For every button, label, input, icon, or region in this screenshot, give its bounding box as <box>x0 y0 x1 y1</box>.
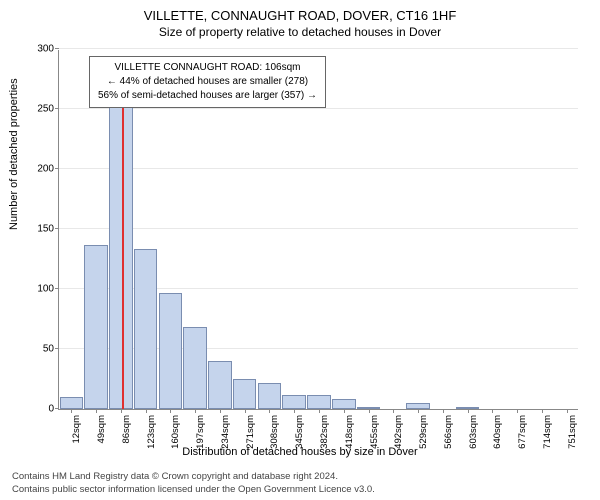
x-tick-mark <box>220 409 221 413</box>
histogram-bar <box>183 327 207 409</box>
y-tick-mark <box>55 408 59 409</box>
x-tick-mark <box>170 409 171 413</box>
x-tick-label: 751sqm <box>567 415 578 449</box>
chart-plot-area: 05010015020025030012sqm49sqm86sqm123sqm1… <box>58 50 578 410</box>
histogram-bar <box>233 379 257 409</box>
x-tick-mark <box>443 409 444 413</box>
y-tick-label: 50 <box>43 344 59 355</box>
y-tick-label: 200 <box>37 164 59 175</box>
histogram-bar <box>282 395 306 409</box>
histogram-bar <box>109 107 133 409</box>
x-tick-label: 86sqm <box>121 415 132 444</box>
x-tick-label: 160sqm <box>170 415 181 449</box>
histogram-bar <box>208 361 232 409</box>
info-line-3: 56% of semi-detached houses are larger (… <box>98 89 317 103</box>
x-tick-label: 418sqm <box>344 415 355 449</box>
x-tick-label: 382sqm <box>319 415 330 449</box>
y-tick-label: 300 <box>37 44 59 55</box>
y-tick-mark <box>55 288 59 289</box>
x-tick-mark <box>468 409 469 413</box>
x-tick-mark <box>319 409 320 413</box>
x-tick-mark <box>195 409 196 413</box>
x-tick-label: 529sqm <box>418 415 429 449</box>
x-tick-mark <box>542 409 543 413</box>
page-subtitle: Size of property relative to detached ho… <box>0 23 600 43</box>
gridline <box>59 48 578 49</box>
x-tick-label: 123sqm <box>146 415 157 449</box>
x-tick-label: 234sqm <box>220 415 231 449</box>
x-tick-label: 603sqm <box>468 415 479 449</box>
y-tick-label: 150 <box>37 224 59 235</box>
x-tick-mark <box>71 409 72 413</box>
x-tick-label: 308sqm <box>269 415 280 449</box>
x-tick-label: 640sqm <box>492 415 503 449</box>
x-tick-label: 677sqm <box>517 415 528 449</box>
x-tick-label: 12sqm <box>71 415 82 444</box>
histogram-bar <box>134 249 158 409</box>
x-tick-label: 271sqm <box>245 415 256 449</box>
property-info-box: VILLETTE CONNAUGHT ROAD: 106sqm← 44% of … <box>89 56 326 108</box>
page-title: VILLETTE, CONNAUGHT ROAD, DOVER, CT16 1H… <box>0 0 600 23</box>
histogram-bar <box>258 383 282 409</box>
x-tick-label: 197sqm <box>195 415 206 449</box>
x-tick-mark <box>492 409 493 413</box>
x-tick-label: 492sqm <box>393 415 404 449</box>
x-tick-mark <box>96 409 97 413</box>
x-tick-mark <box>344 409 345 413</box>
x-tick-mark <box>393 409 394 413</box>
histogram-bar <box>332 399 356 409</box>
footer-attribution: Contains HM Land Registry data © Crown c… <box>12 471 375 496</box>
x-tick-mark <box>269 409 270 413</box>
y-tick-mark <box>55 168 59 169</box>
y-tick-mark <box>55 348 59 349</box>
x-axis-label: Distribution of detached houses by size … <box>0 446 600 458</box>
gridline <box>59 168 578 169</box>
y-axis-label: Number of detached properties <box>8 78 20 230</box>
histogram-bar <box>307 395 331 409</box>
footer-line-2: Contains public sector information licen… <box>12 484 375 496</box>
x-tick-mark <box>567 409 568 413</box>
x-tick-mark <box>121 409 122 413</box>
x-tick-label: 345sqm <box>294 415 305 449</box>
histogram-bar <box>159 293 183 409</box>
x-tick-mark <box>294 409 295 413</box>
property-marker-line <box>122 95 124 409</box>
x-tick-label: 566sqm <box>443 415 454 449</box>
x-tick-mark <box>517 409 518 413</box>
x-tick-mark <box>369 409 370 413</box>
x-tick-mark <box>146 409 147 413</box>
histogram-bar <box>60 397 84 409</box>
y-tick-mark <box>55 108 59 109</box>
x-tick-label: 455sqm <box>369 415 380 449</box>
x-tick-label: 714sqm <box>542 415 553 449</box>
x-tick-label: 49sqm <box>96 415 107 444</box>
y-tick-mark <box>55 48 59 49</box>
y-tick-label: 0 <box>48 404 59 415</box>
y-tick-label: 100 <box>37 284 59 295</box>
histogram-bar <box>84 245 108 409</box>
y-tick-mark <box>55 228 59 229</box>
x-tick-mark <box>245 409 246 413</box>
info-line-2: ← 44% of detached houses are smaller (27… <box>98 75 317 89</box>
x-tick-mark <box>418 409 419 413</box>
y-tick-label: 250 <box>37 104 59 115</box>
gridline <box>59 108 578 109</box>
gridline <box>59 228 578 229</box>
footer-line-1: Contains HM Land Registry data © Crown c… <box>12 471 375 483</box>
info-line-1: VILLETTE CONNAUGHT ROAD: 106sqm <box>98 61 317 75</box>
